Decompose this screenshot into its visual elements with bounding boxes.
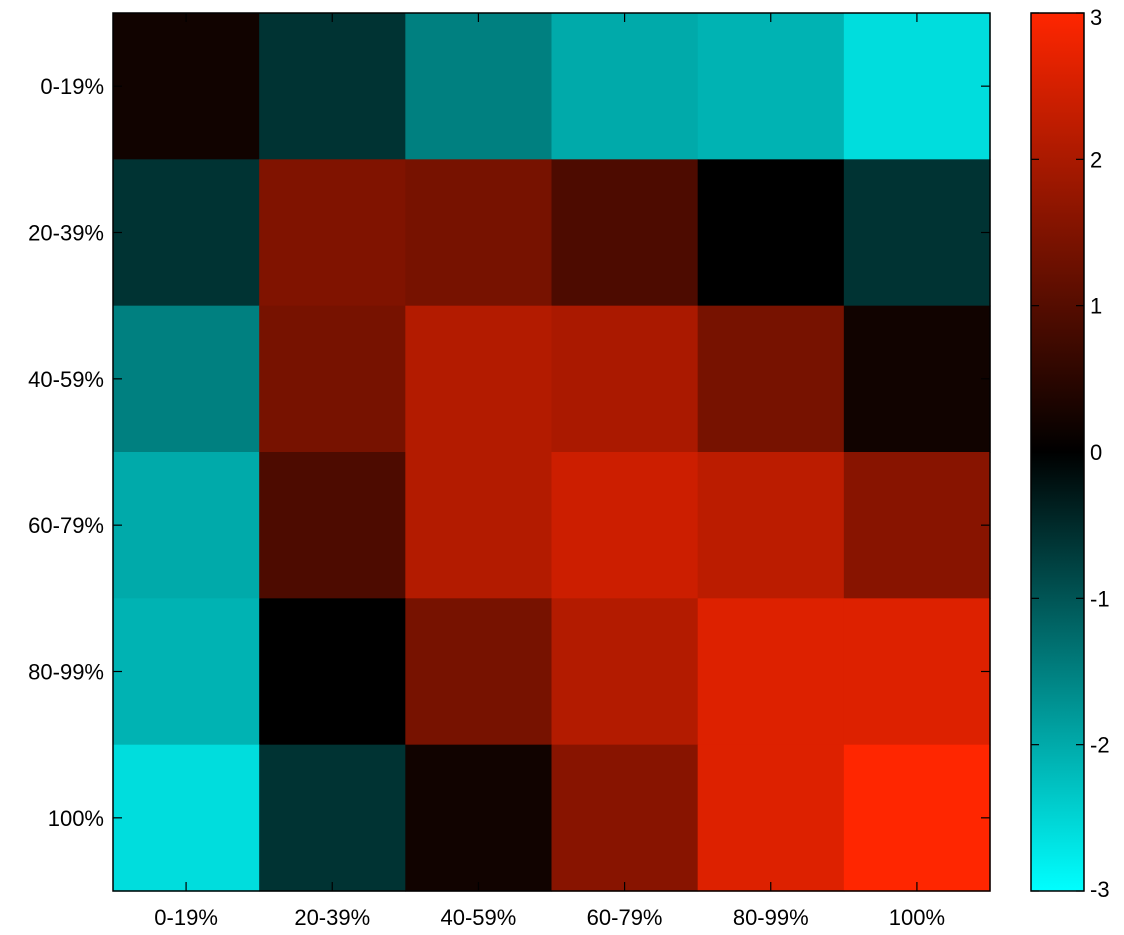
heatmap-cell	[405, 744, 553, 892]
y-tick-label: 100%	[48, 806, 104, 831]
heatmap-cell	[697, 13, 845, 160]
x-tick-label: 0-19%	[154, 905, 218, 930]
x-tick-label: 40-59%	[440, 905, 516, 930]
heatmap-cell	[551, 159, 699, 307]
colorbar-tick-label: 3	[1090, 5, 1102, 30]
y-tick-label: 60-79%	[28, 513, 104, 538]
heatmap-cell	[843, 598, 991, 746]
x-tick-label: 20-39%	[294, 905, 370, 930]
y-axis-labels: 0-19% 20-39% 40-59% 60-79% 80-99% 100%	[28, 74, 104, 831]
heatmap-cell	[551, 598, 699, 746]
colorbar-tick-label: -3	[1090, 877, 1110, 902]
colorbar-tick-label: 2	[1090, 147, 1102, 172]
x-axis-labels: 0-19% 20-39% 40-59% 60-79% 80-99% 100%	[154, 905, 945, 930]
x-tick-label: 60-79%	[587, 905, 663, 930]
heatmap-cell	[697, 159, 845, 307]
y-tick-label: 0-19%	[40, 74, 104, 99]
heatmap-cell	[259, 13, 406, 160]
heatmap-cell	[113, 159, 260, 307]
heatmap-cell	[405, 305, 553, 453]
heatmap-cell	[843, 159, 991, 307]
heatmap-cell	[697, 452, 845, 599]
colorbar-tick-label: 1	[1090, 294, 1102, 319]
heatmap-cell	[113, 744, 260, 892]
heatmap-cell	[697, 744, 845, 892]
heatmap-cell	[259, 159, 406, 307]
axis-ticks	[113, 13, 990, 891]
heatmap-cell	[697, 598, 845, 746]
heatmap-cell	[405, 598, 553, 746]
heatmap-cell	[843, 452, 991, 599]
y-tick-label: 40-59%	[28, 367, 104, 392]
heatmap-cell	[697, 305, 845, 453]
heatmap-cell	[843, 305, 991, 453]
heatmap-cells	[113, 13, 991, 892]
heatmap-cell	[551, 744, 699, 892]
heatmap-cell	[405, 13, 553, 160]
heatmap-cell	[259, 598, 406, 746]
colorbar-tick-label: -2	[1090, 733, 1110, 758]
colorbar-tick-label: -1	[1090, 586, 1110, 611]
colorbar-tick-label: 0	[1090, 440, 1102, 465]
heatmap-cell	[405, 159, 553, 307]
heatmap-cell	[113, 452, 260, 599]
colorbar-ticks	[1031, 12, 1084, 892]
y-tick-label: 20-39%	[28, 221, 104, 246]
colorbar-labels: 3 2 1 0 -1 -2 -3	[1090, 5, 1110, 902]
heatmap-cell	[259, 452, 406, 599]
heatmap-cell	[843, 13, 991, 160]
heatmap-cell	[405, 452, 553, 599]
heatmap-cell	[551, 452, 699, 599]
heatmap-cell	[259, 744, 406, 892]
plot-frame	[112, 12, 991, 892]
heatmap-cell	[843, 744, 991, 892]
heatmap-cell	[259, 305, 406, 453]
x-tick-label: 100%	[889, 905, 945, 930]
x-tick-label: 80-99%	[733, 905, 809, 930]
heatmap-cell	[551, 13, 699, 160]
heatmap-cell	[113, 13, 260, 160]
heatmap-cell	[551, 305, 699, 453]
heatmap-cell	[113, 598, 260, 746]
heatmap-cell	[113, 305, 260, 453]
y-tick-label: 80-99%	[28, 660, 104, 685]
